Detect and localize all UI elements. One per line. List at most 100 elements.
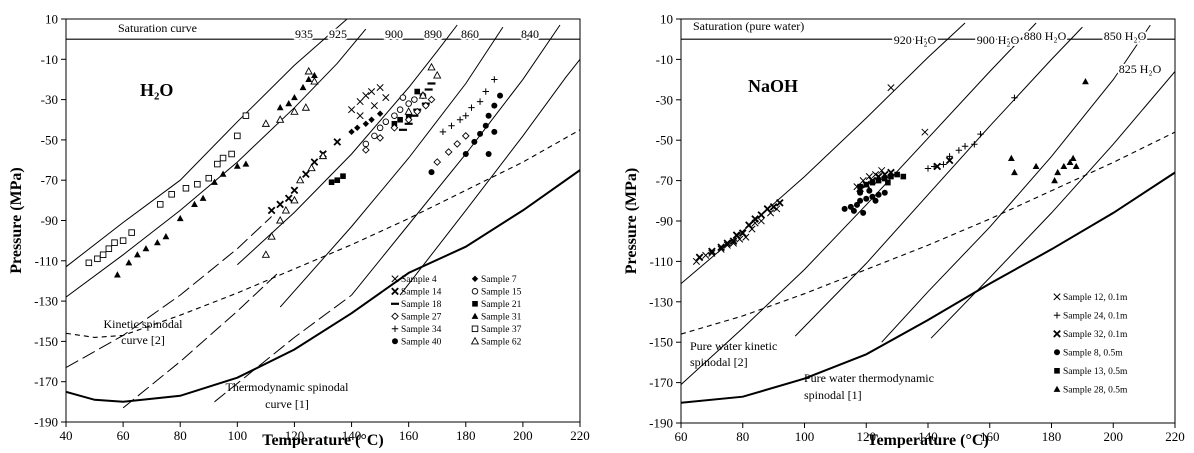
- data-point: [281, 205, 291, 214]
- data-point: [191, 200, 198, 207]
- data-point: [1051, 177, 1058, 184]
- data-point: [285, 100, 293, 107]
- data-point: [153, 239, 161, 246]
- y-tick-label: 10: [660, 12, 673, 27]
- panel-label: H₂O: [140, 80, 173, 100]
- data-point: [775, 198, 784, 207]
- plot-area: [66, 19, 580, 409]
- legend: Sample 12, 0.1m Sample 24, 0.1m Sample 32,…: [1053, 293, 1128, 396]
- legend-label: Sample 21: [481, 300, 522, 310]
- data-point: [1007, 154, 1015, 161]
- data-point: [841, 205, 848, 212]
- legend-marker: [471, 275, 479, 282]
- data-point: [946, 153, 953, 160]
- y-tick-label: -110: [35, 253, 58, 268]
- legend: Sample 4 Sample 7 Sample 14 Sample 15 Sample…: [391, 275, 522, 348]
- data-point: [168, 191, 175, 198]
- thermodynamic-spinodal-line: [66, 169, 580, 403]
- data-point: [708, 247, 716, 256]
- data-point: [418, 91, 428, 99]
- data-point: [404, 107, 413, 115]
- legend-label: Sample 7: [481, 275, 517, 285]
- legend-label: Sample 27: [401, 313, 442, 323]
- data-point: [924, 165, 932, 172]
- data-point: [333, 138, 342, 146]
- data-point: [729, 237, 738, 246]
- legend-marker: [471, 288, 479, 295]
- data-point: [242, 112, 250, 119]
- data-point: [866, 187, 873, 194]
- legend-marker: [1054, 349, 1060, 356]
- x-tick-label: 220: [570, 428, 590, 443]
- data-point: [405, 112, 412, 119]
- data-point: [128, 229, 135, 236]
- legend-marker: [391, 287, 399, 296]
- data-point: [869, 179, 876, 186]
- y-tick-label: -130: [649, 294, 673, 309]
- data-point: [1011, 168, 1018, 176]
- data-point: [404, 115, 413, 124]
- y-tick-label: -90: [41, 213, 58, 228]
- data-point: [1066, 158, 1074, 166]
- isochore-label: 840: [521, 27, 539, 41]
- y-tick-label: -150: [34, 334, 58, 349]
- y-axis-title: Pressure (MPa): [623, 168, 640, 274]
- x-tick-label: 100: [228, 428, 248, 443]
- data-point: [233, 162, 241, 169]
- data-point: [361, 146, 370, 154]
- thermodynamic-spinodal-line: [681, 171, 1175, 404]
- saturation-label: Saturation curve: [118, 21, 197, 35]
- data-point: [757, 211, 766, 219]
- isochore-line-4: [279, 26, 504, 308]
- isochore-label: 890: [424, 27, 442, 41]
- data-point: [485, 151, 492, 158]
- legend-label: Sample 24, 0.1m: [1063, 312, 1128, 322]
- extrapolated-isochore-1: [66, 216, 272, 369]
- data-point: [471, 138, 478, 145]
- data-point: [456, 116, 464, 123]
- data-point: [340, 173, 346, 179]
- legend-marker: [471, 312, 479, 319]
- data-point: [414, 88, 421, 95]
- data-point: [94, 255, 101, 263]
- data-point: [376, 110, 384, 117]
- panel-label: NaOH: [748, 76, 798, 96]
- data-point: [114, 271, 121, 278]
- y-tick-label: -130: [34, 294, 58, 309]
- data-point: [439, 128, 447, 136]
- legend-label: Sample 4: [401, 275, 437, 285]
- data-point: [763, 205, 772, 213]
- y-tick-label: -10: [41, 52, 58, 67]
- legend-marker: [472, 301, 478, 307]
- isochore-label: 880 H₂O: [1024, 29, 1067, 43]
- data-point: [199, 194, 207, 201]
- y-tick-label: -50: [41, 132, 58, 147]
- isochore-label: 860: [461, 27, 479, 41]
- data-point: [194, 180, 201, 188]
- x-tick-label: 40: [60, 428, 73, 443]
- data-point: [291, 93, 298, 101]
- isochore-line-2: [681, 22, 1037, 385]
- legend-marker: [391, 275, 399, 283]
- extrapolated-isochore-3: [214, 294, 352, 403]
- data-point: [921, 128, 929, 136]
- data-point: [391, 112, 398, 119]
- data-point: [211, 178, 218, 185]
- data-point: [228, 150, 235, 158]
- data-point: [362, 92, 370, 100]
- data-point: [276, 215, 285, 224]
- x-tick-label: 120: [285, 428, 305, 443]
- data-point: [304, 66, 313, 75]
- x-tick-label: 60: [117, 428, 130, 443]
- data-point: [888, 173, 894, 180]
- data-point: [214, 160, 221, 168]
- data-point: [397, 116, 403, 123]
- data-point: [295, 175, 305, 184]
- data-point: [310, 158, 319, 166]
- data-point: [769, 203, 778, 211]
- data-point: [133, 251, 141, 258]
- data-point: [370, 102, 378, 110]
- data-point: [411, 96, 418, 103]
- data-point: [396, 106, 404, 113]
